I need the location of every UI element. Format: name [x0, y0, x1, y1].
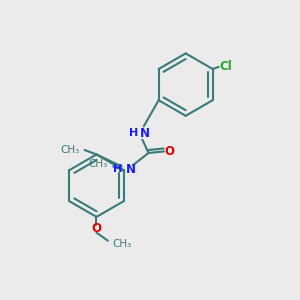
Text: CH₃: CH₃ [88, 158, 107, 169]
Text: N: N [140, 127, 150, 140]
Text: CH₃: CH₃ [60, 145, 79, 155]
Text: H: H [113, 164, 122, 174]
Text: O: O [164, 145, 174, 158]
Text: O: O [92, 222, 101, 235]
Text: H: H [129, 128, 138, 138]
Text: CH₃: CH₃ [112, 238, 131, 249]
Text: Cl: Cl [219, 60, 232, 73]
Text: N: N [126, 163, 136, 176]
